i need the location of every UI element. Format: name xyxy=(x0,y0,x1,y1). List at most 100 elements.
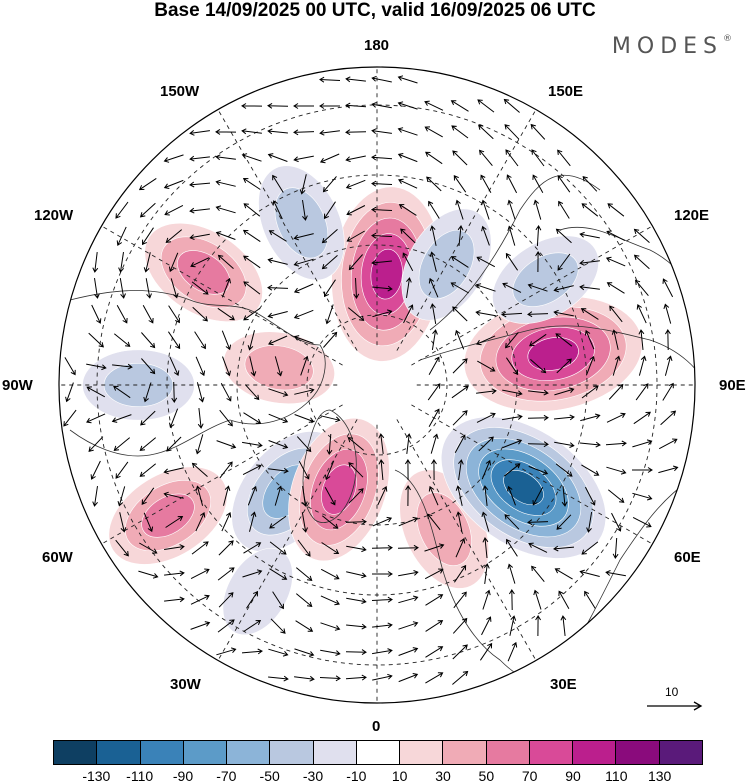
wind-arrow xyxy=(455,485,463,506)
wind-arrow xyxy=(267,284,289,291)
wind-arrow xyxy=(429,225,437,246)
wind-arrow xyxy=(145,278,152,299)
wind-arrow xyxy=(664,355,673,376)
wind-arrow xyxy=(249,356,257,377)
wind-arrow xyxy=(530,123,546,140)
wind-arrow xyxy=(267,257,288,265)
lon-label-90e: 90E xyxy=(719,377,746,394)
wind-arrow xyxy=(294,414,315,423)
wind-arrow xyxy=(195,512,206,532)
wind-arrow xyxy=(425,151,443,165)
chart-title: Base 14/09/2025 00 UTC, valid 16/09/2025… xyxy=(154,0,596,21)
wind-arrow xyxy=(450,282,469,294)
wind-arrow xyxy=(322,176,337,193)
wind-arrow xyxy=(243,412,262,424)
wind-arrow xyxy=(579,569,600,577)
wind-arrow xyxy=(267,311,288,319)
wind-arrow xyxy=(482,537,489,559)
wind-arrow xyxy=(113,385,131,399)
wind-arrow xyxy=(507,225,516,246)
wind-arrow xyxy=(242,229,261,243)
wind-arrow xyxy=(345,129,367,136)
wind-arrow xyxy=(295,620,314,632)
wind-arrow xyxy=(139,542,158,554)
wind-arrow xyxy=(554,387,575,396)
lon-label-120e: 120E xyxy=(674,207,710,224)
wind-arrow xyxy=(581,385,599,399)
wind-arrow xyxy=(453,175,467,193)
wind-arrow xyxy=(635,383,649,401)
wind-arrow xyxy=(190,257,210,268)
colorbar-segment xyxy=(140,741,184,764)
wind-arrow xyxy=(164,596,185,603)
wind-arrow xyxy=(476,412,496,423)
wind-arrow xyxy=(139,463,157,477)
colorbar-tick-label: -10 xyxy=(346,768,367,784)
wind-arrow xyxy=(398,595,419,604)
wind-arrow xyxy=(584,486,596,506)
wind-arrow xyxy=(324,460,335,481)
wind-arrow xyxy=(476,335,496,346)
wind-arrow xyxy=(293,335,314,344)
wind-arrow xyxy=(528,542,548,553)
wind-arrow xyxy=(424,568,444,580)
colorbar-segment xyxy=(97,741,141,764)
wind-arrow xyxy=(505,149,519,167)
colorbar-tick-label: 30 xyxy=(435,768,451,784)
colorbar-segment xyxy=(54,741,98,764)
wind-arrow xyxy=(115,539,129,557)
coastline-greenland xyxy=(302,409,357,523)
wind-arrow xyxy=(353,277,360,299)
wind-arrow xyxy=(581,464,600,476)
colorbar-segment xyxy=(443,741,487,764)
wind-arrow xyxy=(398,516,419,527)
wind-arrow xyxy=(86,386,106,398)
wind-arrow xyxy=(635,279,649,297)
wind-arrow xyxy=(223,485,231,506)
wind-arrow xyxy=(477,99,495,113)
wind-arrow xyxy=(300,355,309,376)
wind-arrow xyxy=(504,514,520,530)
wind-arrow xyxy=(268,335,288,346)
wind-arrow xyxy=(371,206,393,213)
wind-arrow xyxy=(554,441,575,448)
wind-arrow xyxy=(400,228,416,244)
wind-arrow xyxy=(529,333,547,347)
wind-arrow xyxy=(320,595,340,606)
wind-arrow xyxy=(664,329,671,351)
wind-arrow xyxy=(217,307,235,321)
wind-arrow xyxy=(215,231,236,240)
wind-arrow xyxy=(507,563,516,584)
wind-arrow xyxy=(431,329,438,350)
wind-arrow xyxy=(115,201,129,219)
wind-arrow xyxy=(195,434,204,455)
wind-arrow xyxy=(345,674,367,681)
wind-arrow xyxy=(272,200,283,220)
wind-arrow xyxy=(190,568,210,580)
wind-arrow xyxy=(372,571,393,577)
wind-arrow xyxy=(479,642,493,661)
wind-arrow xyxy=(168,252,179,273)
wind-arrow xyxy=(170,278,179,299)
reference-vector-label: 10 xyxy=(665,685,679,699)
wind-arrow xyxy=(636,304,647,324)
wind-arrow xyxy=(222,356,231,377)
wind-arrow xyxy=(475,310,496,317)
wind-arrow xyxy=(531,149,545,167)
wind-arrow xyxy=(533,589,542,610)
wind-arrow xyxy=(505,252,519,271)
colorbar-tick-label: -130 xyxy=(82,768,111,784)
wind-arrow xyxy=(507,485,516,506)
wind-arrow xyxy=(215,205,236,214)
wind-arrow xyxy=(118,252,124,273)
wind-arrow xyxy=(554,568,573,580)
wind-arrow xyxy=(504,124,520,140)
wind-arrow xyxy=(454,434,466,454)
wind-arrow xyxy=(632,467,653,473)
wind-arrow xyxy=(451,125,469,139)
wind-arrow xyxy=(320,568,340,580)
wind-arrow xyxy=(371,232,393,239)
anomaly-center xyxy=(258,165,345,281)
wind-arrow xyxy=(165,229,183,243)
wind-arrow xyxy=(293,258,314,267)
